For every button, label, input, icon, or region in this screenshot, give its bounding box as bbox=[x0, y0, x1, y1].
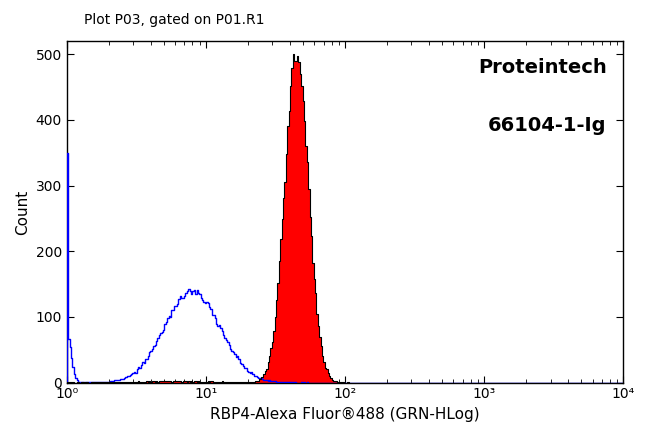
Text: 66104-1-Ig: 66104-1-Ig bbox=[488, 116, 606, 135]
X-axis label: RBP4-Alexa Fluor®488 (GRN-HLog): RBP4-Alexa Fluor®488 (GRN-HLog) bbox=[210, 407, 480, 422]
Text: Proteintech: Proteintech bbox=[478, 58, 606, 77]
Text: Plot P03, gated on P01.R1: Plot P03, gated on P01.R1 bbox=[84, 13, 265, 27]
Y-axis label: Count: Count bbox=[15, 189, 30, 235]
